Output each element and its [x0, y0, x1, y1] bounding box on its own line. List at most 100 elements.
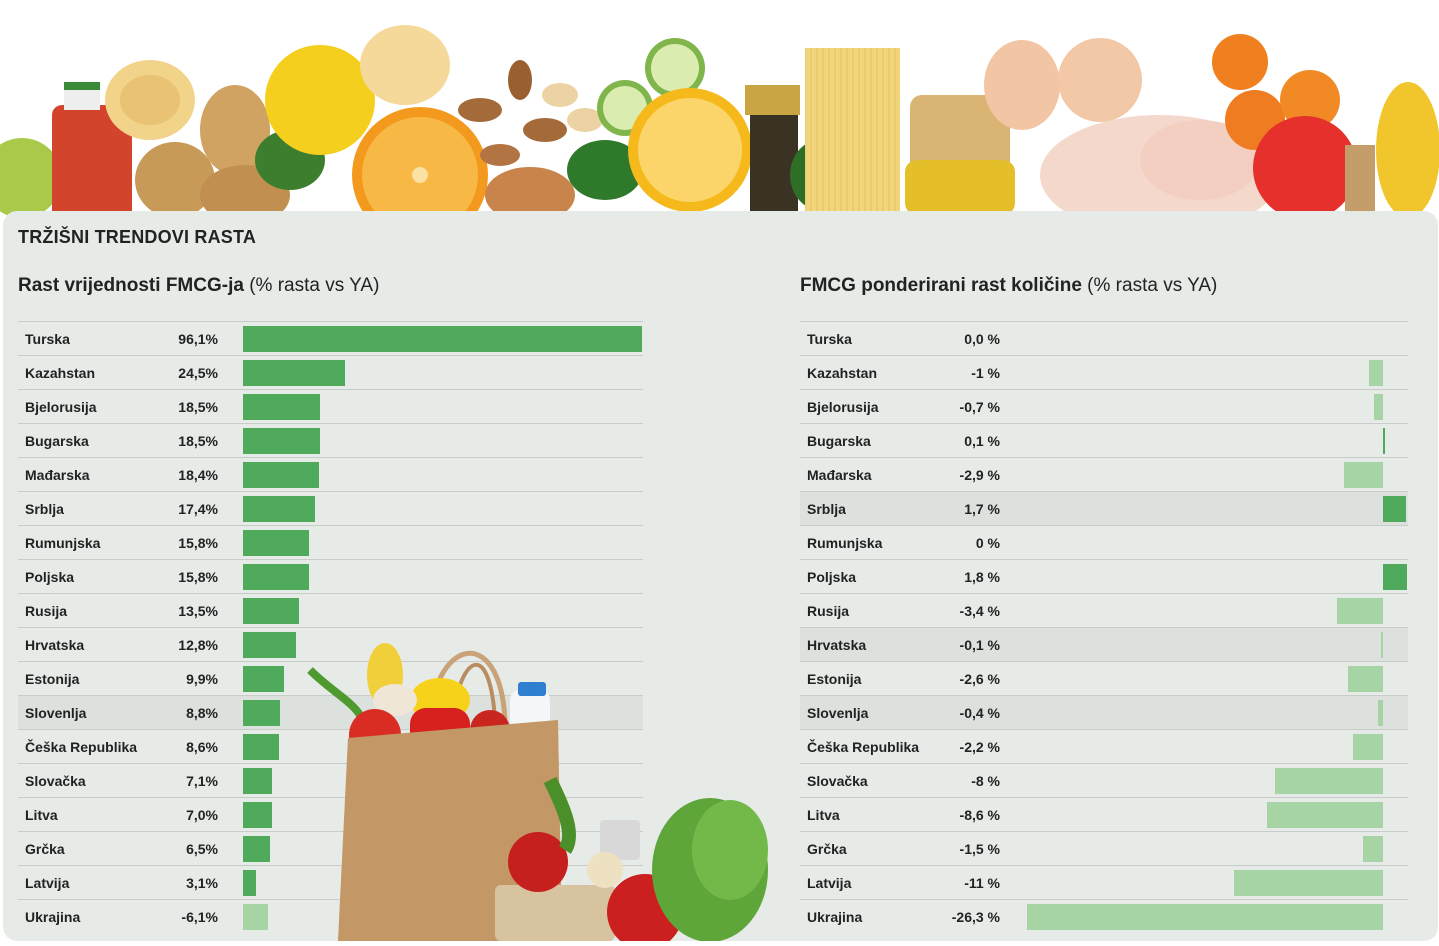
bar	[243, 870, 256, 896]
food-banner-image	[0, 0, 1439, 230]
bar	[1266, 802, 1383, 828]
table-row: Srblja 1,7 %	[800, 491, 1408, 525]
bar	[1343, 462, 1383, 488]
bar	[243, 530, 309, 556]
country-label: Rumunjska	[807, 535, 883, 551]
value-label: -2,6 %	[959, 671, 1000, 687]
value-label: -2,9 %	[959, 467, 1000, 483]
table-row: Slovačka -8 %	[800, 763, 1408, 797]
country-label: Ukrajina	[807, 909, 863, 925]
table-row: Turska 96,1%	[18, 321, 643, 355]
bar	[243, 836, 270, 862]
country-label: Rusija	[807, 603, 850, 619]
value-label: 7,0%	[186, 807, 218, 823]
table-row: Bjelorusija -0,7 %	[800, 389, 1408, 423]
value-label: 8,6%	[186, 739, 218, 755]
bar	[1027, 904, 1383, 930]
bar	[1381, 632, 1383, 658]
table-row: Poljska 15,8%	[18, 559, 643, 593]
left-chart-subtitle: (% rasta vs YA)	[249, 275, 380, 296]
bar	[1377, 700, 1383, 726]
bar	[1347, 666, 1383, 692]
bar	[1274, 768, 1383, 794]
value-label: 6,5%	[186, 841, 218, 857]
value-label: -1 %	[971, 365, 1000, 381]
right-chart-title: FMCG ponderirani rast količine (% rasta …	[800, 275, 1217, 297]
country-label: Hrvatska	[807, 637, 867, 653]
country-label: Bugarska	[25, 433, 89, 449]
country-label: Češka Republika	[807, 739, 920, 755]
right-chart-subtitle: (% rasta vs YA)	[1087, 275, 1218, 296]
table-row: Češka Republika 8,6%	[18, 729, 643, 763]
table-row: Estonija -2,6 %	[800, 661, 1408, 695]
bar	[1373, 394, 1383, 420]
country-label: Češka Republika	[25, 739, 138, 755]
table-row: Slovenlja -0,4 %	[800, 695, 1408, 729]
bar	[243, 428, 320, 454]
country-label: Slovačka	[25, 773, 86, 789]
table-row: Bjelorusija 18,5%	[18, 389, 643, 423]
bar	[243, 802, 273, 828]
country-label: Turska	[25, 331, 70, 347]
table-row: Bugarska 0,1 %	[800, 423, 1408, 457]
value-label: -3,4 %	[959, 603, 1000, 619]
country-label: Rusija	[25, 603, 68, 619]
table-row: Rusija -3,4 %	[800, 593, 1408, 627]
country-label: Litva	[807, 807, 840, 823]
table-row: Grčka 6,5%	[18, 831, 643, 865]
table-row: Ukrajina -26,3 %	[800, 899, 1408, 933]
bar	[243, 700, 280, 726]
table-row: Slovačka 7,1%	[18, 763, 643, 797]
country-label: Latvija	[807, 875, 852, 891]
right-chart-title-text: FMCG ponderirani rast količine	[800, 275, 1082, 296]
value-label: -8,6 %	[959, 807, 1000, 823]
bar	[243, 564, 309, 590]
country-label: Litva	[25, 807, 58, 823]
value-label: -2,2 %	[959, 739, 1000, 755]
value-label: 18,5%	[178, 399, 218, 415]
value-label: 18,4%	[178, 467, 218, 483]
volume-growth-chart: Turska 0,0 % Kazahstan -1 % Bjelorusija -0,7 …	[800, 321, 1408, 935]
value-label: 15,8%	[178, 535, 218, 551]
country-label: Kazahstan	[25, 365, 96, 381]
value-growth-chart: Turska 96,1% Kazahstan 24,5% Bjelorusija 18,5…	[18, 321, 643, 935]
bar	[1336, 598, 1383, 624]
country-label: Hrvatska	[25, 637, 85, 653]
value-label: 0,0 %	[964, 331, 1000, 347]
value-label: 9,9%	[186, 671, 218, 687]
country-label: Bjelorusija	[25, 399, 97, 415]
bar	[243, 462, 320, 488]
value-label: 15,8%	[178, 569, 218, 585]
value-label: 3,1%	[186, 875, 218, 891]
bar	[1369, 360, 1383, 386]
value-label: 1,8 %	[964, 569, 1000, 585]
value-label: 96,1%	[178, 331, 218, 347]
left-chart-title: Rast vrijednosti FMCG-ja (% rasta vs YA)	[18, 275, 379, 297]
country-label: Rumunjska	[25, 535, 101, 551]
value-label: -26,3 %	[951, 909, 1000, 925]
left-chart-title-text: Rast vrijednosti FMCG-ja	[18, 275, 244, 296]
bar	[243, 666, 285, 692]
bar	[243, 394, 320, 420]
table-row: Bugarska 18,5%	[18, 423, 643, 457]
value-label: 17,4%	[178, 501, 218, 517]
country-label: Mađarska	[25, 467, 90, 483]
bar	[243, 326, 642, 352]
table-row: Latvija -11 %	[800, 865, 1408, 899]
country-label: Ukrajina	[25, 909, 81, 925]
bar	[243, 734, 279, 760]
table-row: Litva -8,6 %	[800, 797, 1408, 831]
table-row: Srblja 17,4%	[18, 491, 643, 525]
bar	[1234, 870, 1383, 896]
country-label: Kazahstan	[807, 365, 878, 381]
table-row: Rumunjska 0 %	[800, 525, 1408, 559]
table-row: Ukrajina -6,1%	[18, 899, 643, 933]
table-row: Češka Republika -2,2 %	[800, 729, 1408, 763]
value-label: -11 %	[964, 875, 1000, 891]
table-row: Hrvatska -0,1 %	[800, 627, 1408, 661]
country-label: Srblja	[25, 501, 64, 517]
value-label: 12,8%	[178, 637, 218, 653]
value-label: 0 %	[975, 535, 1000, 551]
country-label: Turska	[807, 331, 852, 347]
table-row: Poljska 1,8 %	[800, 559, 1408, 593]
